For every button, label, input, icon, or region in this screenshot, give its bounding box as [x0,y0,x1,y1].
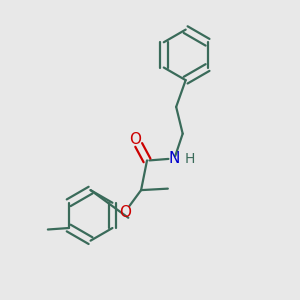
Text: H: H [185,152,195,166]
Text: O: O [119,205,131,220]
Text: N: N [168,152,179,166]
Text: O: O [129,132,141,147]
